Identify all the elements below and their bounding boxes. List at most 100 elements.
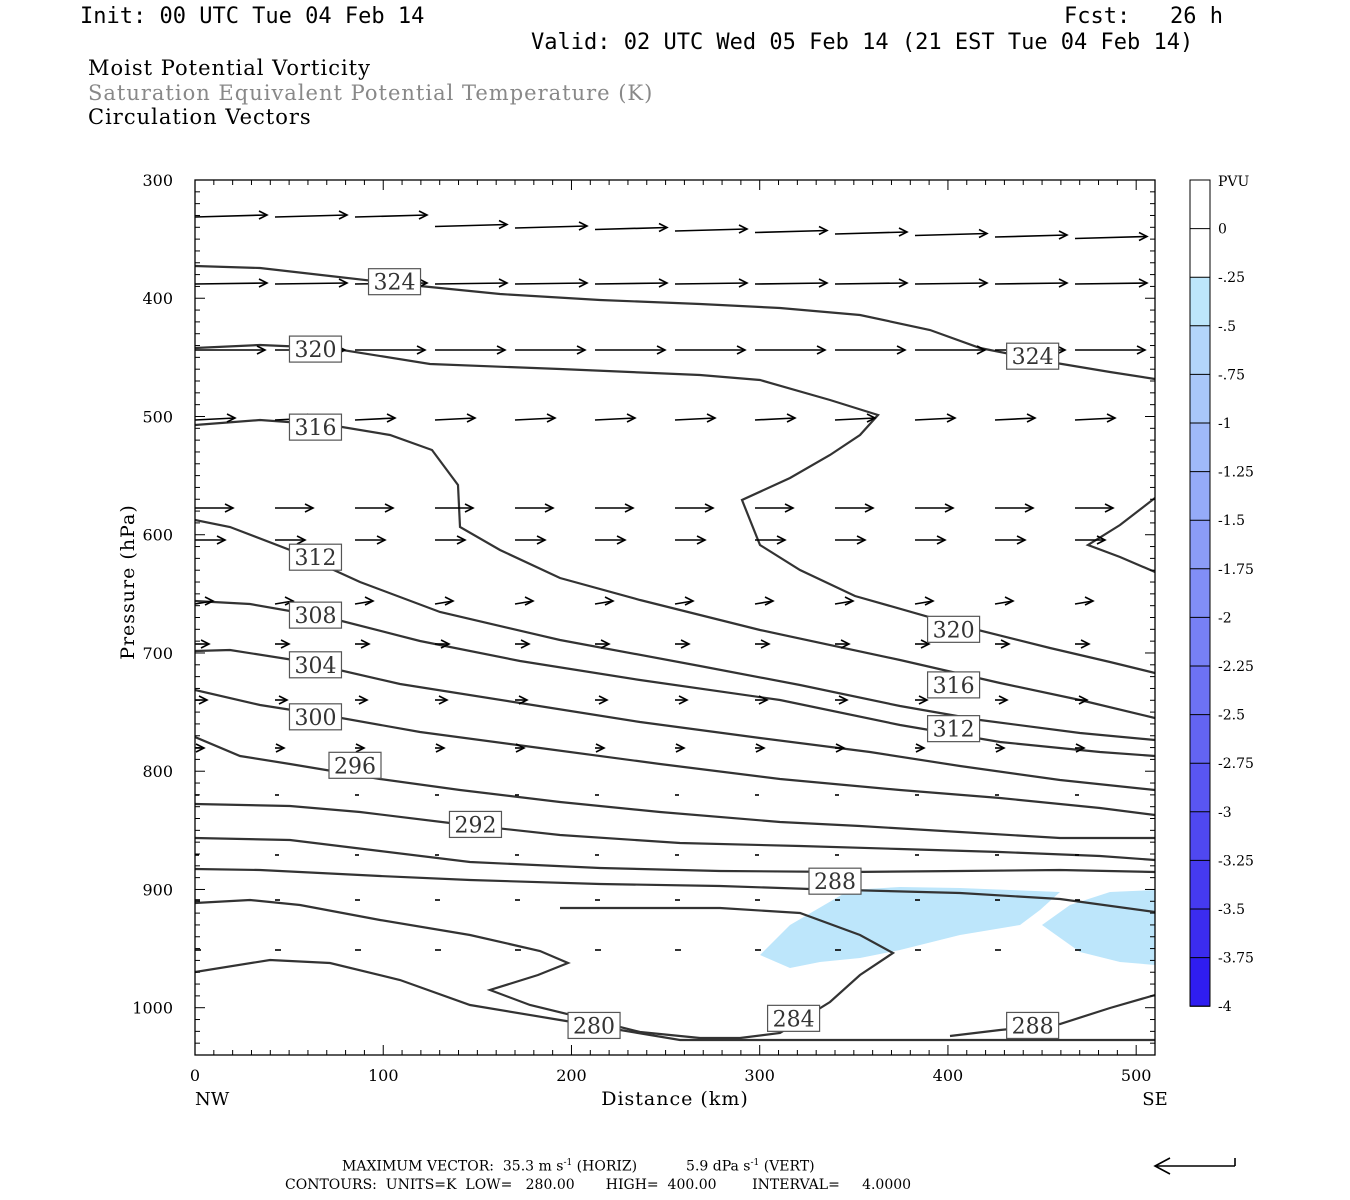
circulation-vector <box>835 345 907 355</box>
circulation-vector <box>595 743 606 753</box>
circulation-vector <box>355 503 395 513</box>
circulation-vector <box>434 278 509 288</box>
max-vector-horiz: 35.3 m s <box>502 1158 564 1175</box>
circulation-vector <box>435 695 449 705</box>
subtitle-theta-es: Saturation Equivalent Potential Temperat… <box>88 81 654 105</box>
contour-label-box <box>328 751 382 779</box>
circulation-vector <box>514 413 557 423</box>
colorbar-label: -3 <box>1218 805 1232 821</box>
circulation-vector <box>754 225 829 236</box>
circulation-vector <box>1075 639 1091 649</box>
circulation-vector <box>755 695 769 705</box>
circulation-vector <box>355 345 427 355</box>
circulation-vector <box>995 503 1035 513</box>
circulation-vector <box>355 743 366 753</box>
x-tick-label: 300 <box>744 1066 775 1085</box>
contour-label: 304 <box>294 654 336 679</box>
circulation-vector <box>915 743 926 753</box>
circulation-vector <box>274 210 349 220</box>
circulation-vector <box>674 596 695 606</box>
circulation-vector <box>595 639 611 649</box>
circulation-vector <box>434 219 509 230</box>
x-tick-label: 200 <box>556 1066 587 1085</box>
endpoint-right-label: SE <box>1142 1089 1167 1110</box>
circulation-vector <box>915 345 987 355</box>
footer-contours: CONTOURS: UNITS=K LOW= 280.00 HIGH= 400.… <box>285 1177 912 1193</box>
contour-label: 280 <box>573 1014 615 1039</box>
colorbar-label: 0 <box>1218 222 1227 238</box>
contour-label-box <box>288 335 343 363</box>
y-tick-label: 900 <box>142 880 173 899</box>
contour-320b <box>1085 497 1155 574</box>
contour-288 <box>195 867 1155 914</box>
circulation-vector <box>834 278 909 288</box>
circulation-vector <box>594 222 669 233</box>
circulation-vector <box>515 535 547 545</box>
circulation-vector <box>195 639 211 649</box>
circulation-vector <box>515 639 531 649</box>
circulation-vector <box>835 503 875 513</box>
contour-label-box <box>1006 1011 1060 1040</box>
subtitle-mpv: Moist Potential Vorticity <box>88 56 371 80</box>
reference-vector-arrow <box>1153 1157 1236 1175</box>
max-vector-vert: 5.9 dPa s <box>686 1158 751 1175</box>
subtitle-vectors: Circulation Vectors <box>88 105 312 129</box>
circulation-vector <box>595 503 635 513</box>
contour-label: 296 <box>334 754 376 779</box>
x-tick-label: 0 <box>190 1066 200 1085</box>
circulation-vector <box>275 535 307 545</box>
colorbar-swatch <box>1190 228 1210 278</box>
circulation-vector <box>1074 278 1149 288</box>
circulation-vector <box>834 227 909 237</box>
circulation-vector <box>435 503 475 513</box>
colorbar-swatch <box>1190 423 1210 472</box>
colorbar-label: -.5 <box>1218 319 1236 335</box>
pv-region-1 <box>760 887 1060 968</box>
circulation-vector <box>594 413 637 423</box>
colorbar-label: -.75 <box>1218 367 1245 383</box>
circulation-vector <box>195 503 235 513</box>
contour-label-box <box>288 703 343 731</box>
contour-304 <box>195 648 1155 792</box>
circulation-vector <box>754 413 797 423</box>
contour-label-box <box>926 671 981 699</box>
contour-label-box <box>926 715 981 743</box>
circulation-vector <box>675 535 707 545</box>
circulation-vector <box>515 743 526 753</box>
contour-label-box <box>1006 342 1060 370</box>
colorbar-label: -3.75 <box>1218 951 1254 967</box>
contour-label-box <box>926 615 981 643</box>
contour-label: 288 <box>1012 1014 1054 1039</box>
circulation-vector <box>835 535 867 545</box>
circulation-vector <box>354 413 397 423</box>
circulation-vectors <box>194 210 1149 951</box>
max-vector-label: MAXIMUM VECTOR: <box>342 1158 494 1175</box>
valid-time: Valid: 02 UTC Wed 05 Feb 14 (21 EST Tue … <box>531 30 1194 55</box>
circulation-vector <box>994 278 1069 288</box>
circulation-vector <box>995 639 1011 649</box>
circulation-vector <box>355 695 369 705</box>
circulation-vector <box>835 695 849 705</box>
circulation-vector <box>1074 596 1095 606</box>
contour-312 <box>195 518 1155 742</box>
circulation-vector <box>835 743 846 753</box>
circulation-vector <box>675 743 686 753</box>
circulation-vector <box>515 345 587 355</box>
circulation-vector <box>914 596 935 606</box>
circulation-vector <box>1075 695 1089 705</box>
contour-labels: 324 324 320 316 312 308 304 300 296 292 288 320 316 3… <box>288 268 1060 1040</box>
init-time: Init: 00 UTC Tue 04 Feb 14 <box>80 4 425 29</box>
y-tick-label: 500 <box>142 407 173 426</box>
circulation-vector <box>915 535 947 545</box>
contour-label-box <box>448 810 503 839</box>
contour-label-box <box>808 867 862 895</box>
circulation-vector <box>275 639 291 649</box>
contour-label: 316 <box>294 416 336 441</box>
circulation-vector <box>594 278 669 288</box>
circulation-vector <box>755 743 766 753</box>
colorbar-swatch <box>1190 471 1210 521</box>
pv-region-2 <box>1042 890 1155 965</box>
contour-label: 288 <box>814 870 856 895</box>
circulation-vector <box>755 639 771 649</box>
